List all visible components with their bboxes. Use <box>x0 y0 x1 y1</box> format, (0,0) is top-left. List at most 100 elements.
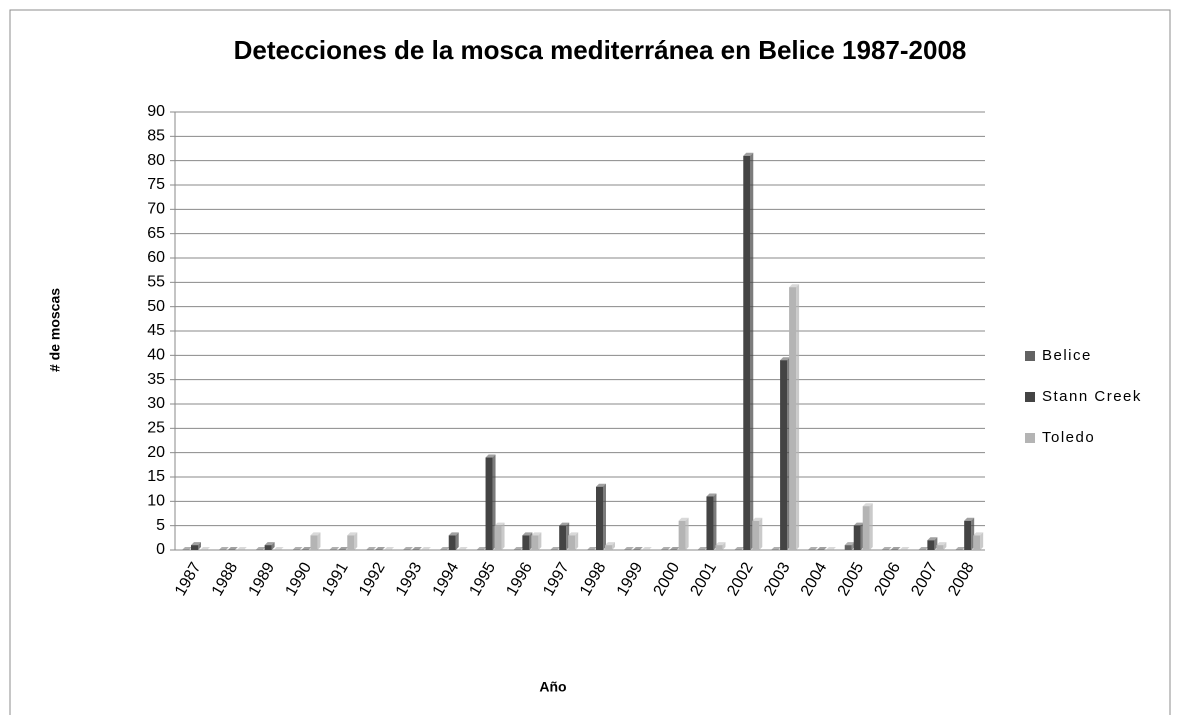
y-tick-label: 75 <box>147 176 165 193</box>
x-tick-label: 1992 <box>356 560 389 599</box>
bar-top <box>236 547 247 550</box>
y-tick-label: 15 <box>147 468 165 485</box>
bar-top <box>807 547 818 550</box>
x-tick-label: 1996 <box>503 560 536 599</box>
bar-top <box>273 547 284 550</box>
x-tick-label: 2001 <box>687 560 720 599</box>
bar-top <box>596 483 606 487</box>
bar-top <box>200 547 210 550</box>
bar <box>596 486 603 550</box>
bar-side <box>317 532 321 550</box>
bar-top <box>678 517 689 521</box>
x-tick-label: 2005 <box>835 560 868 599</box>
bar-top <box>955 547 966 550</box>
y-tick-label: 90 <box>147 103 165 120</box>
chart-border <box>9 9 1171 715</box>
legend-swatch <box>1025 351 1035 361</box>
bar-top <box>918 547 929 550</box>
bar-side <box>980 532 984 550</box>
x-tick-label: 1989 <box>246 560 279 599</box>
bar-top <box>338 547 349 550</box>
bar <box>494 525 502 550</box>
x-axis-label: Año <box>539 679 566 695</box>
y-axis-label: # de moscas <box>47 288 63 372</box>
bar-top <box>366 547 377 550</box>
bar-side <box>603 483 606 550</box>
y-tick-label: 70 <box>147 201 165 218</box>
bar <box>531 535 539 550</box>
x-tick-label: 1997 <box>540 560 573 599</box>
chart-title: Detecciones de la mosca mediterránea en … <box>234 35 967 65</box>
x-tick-label: 1995 <box>467 560 500 599</box>
bar-top <box>292 547 303 550</box>
bar-top <box>743 152 754 156</box>
legend-swatch <box>1025 392 1035 402</box>
bar-top <box>825 547 836 550</box>
bar-top <box>439 547 450 550</box>
bar-top <box>384 547 395 550</box>
y-tick-label: 85 <box>147 128 165 145</box>
bar-top <box>264 542 275 546</box>
bar <box>485 457 493 550</box>
bar-top <box>476 547 487 550</box>
bar <box>862 506 870 550</box>
bar-top <box>715 542 726 546</box>
bar-top <box>816 547 827 550</box>
x-tick-label: 2007 <box>908 560 941 599</box>
y-tick-label: 50 <box>147 298 165 315</box>
x-tick-label: 2008 <box>945 560 978 599</box>
bar-top <box>420 547 431 550</box>
bar-top <box>771 547 782 550</box>
bar-top <box>890 547 901 550</box>
bar <box>743 155 751 551</box>
bar-top <box>448 532 459 536</box>
bar-top <box>255 547 266 550</box>
bar-side <box>354 532 358 550</box>
x-tick-label: 1999 <box>614 560 647 599</box>
bar-top <box>191 542 201 546</box>
bar-side <box>612 542 615 550</box>
bar-top <box>789 284 800 288</box>
bar <box>568 535 576 550</box>
bar-top <box>310 532 321 536</box>
y-tick-label: 80 <box>147 152 165 169</box>
bar <box>780 360 788 550</box>
y-tick-label: 5 <box>156 517 165 534</box>
bar <box>752 520 760 550</box>
bar-top <box>605 542 615 546</box>
y-tick-label: 40 <box>147 347 165 364</box>
bar <box>936 545 944 550</box>
y-tick-label: 25 <box>147 420 165 437</box>
bar-side <box>685 517 689 550</box>
x-tick-label: 2004 <box>798 560 831 599</box>
bar <box>191 545 198 550</box>
bar <box>559 525 567 550</box>
bar-top <box>660 547 671 550</box>
bar <box>347 535 355 550</box>
bar-top <box>734 547 745 550</box>
bar-top <box>375 547 386 550</box>
bar-top <box>587 547 597 550</box>
x-tick-label: 1987 <box>172 560 205 599</box>
bar-top <box>853 522 864 526</box>
bar-side <box>501 522 505 550</box>
bar <box>310 535 318 550</box>
bar <box>964 520 972 550</box>
bar <box>789 287 797 550</box>
bar-top <box>927 537 938 541</box>
x-tick-label: 1991 <box>319 560 352 599</box>
bar-side <box>271 542 275 550</box>
bar-top <box>632 547 643 550</box>
bar-top <box>494 522 505 526</box>
y-tick-label: 0 <box>156 541 165 558</box>
bar-side <box>455 532 459 550</box>
bar-top <box>411 547 422 550</box>
bar-top <box>752 517 763 521</box>
y-tick-label: 10 <box>147 493 165 510</box>
bar-top <box>697 547 708 550</box>
y-tick-label: 60 <box>147 249 165 266</box>
y-tick-label: 55 <box>147 274 165 291</box>
bar-side <box>713 493 717 550</box>
legend-swatch <box>1025 433 1035 443</box>
bar-top <box>881 547 892 550</box>
